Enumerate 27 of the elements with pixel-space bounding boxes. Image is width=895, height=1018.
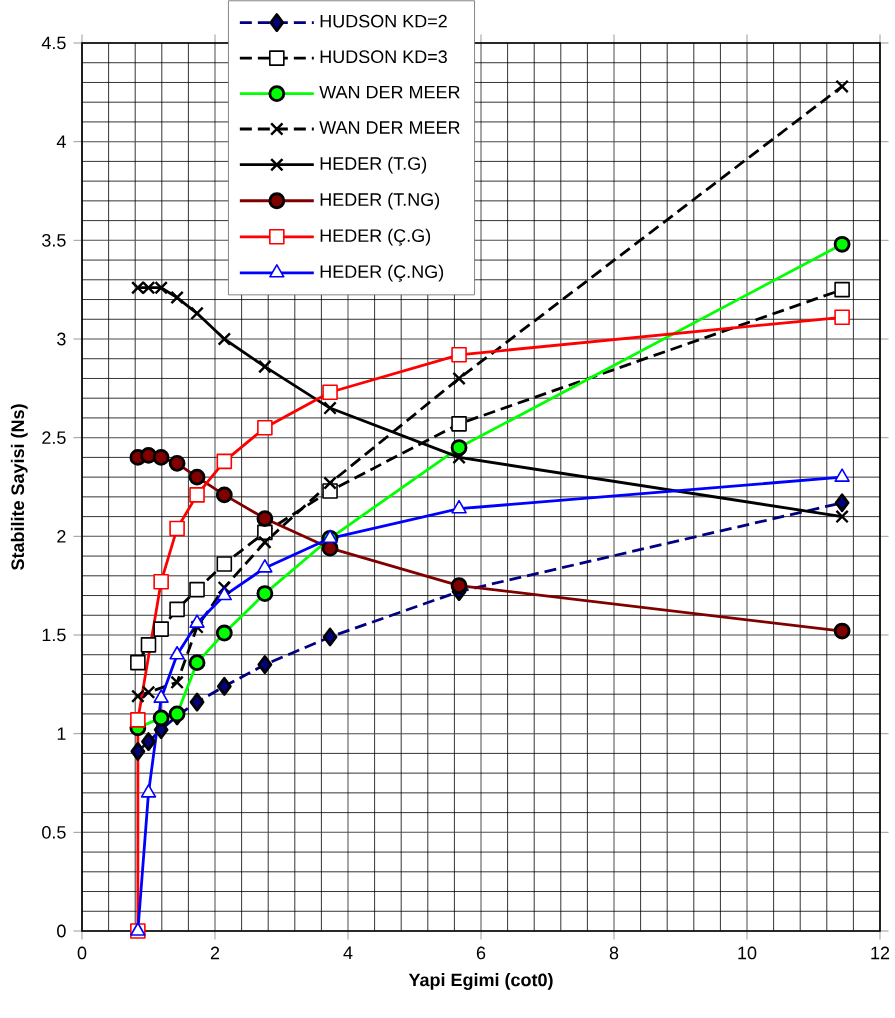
legend-label: HEDER (T.G): [320, 156, 427, 174]
legend-label: HUDSON KD=3: [320, 50, 447, 64]
x-tick-label: 8: [609, 946, 619, 960]
y-tick-label: 1.5: [42, 628, 66, 642]
y-axis-title: Stabilite Sayisi (Ns): [10, 404, 28, 570]
y-tick-label: 1: [57, 727, 66, 740]
legend-label: WAN DER MEER: [319, 85, 460, 99]
legend-label: WAN DER MEER: [319, 121, 460, 134]
legend-label: HUDSON KD=2: [320, 14, 447, 28]
x-tick-label: 10: [738, 946, 757, 960]
y-tick-label: 0.5: [42, 825, 66, 839]
x-tick-label: 2: [210, 946, 220, 960]
x-tick-label: 12: [871, 946, 890, 960]
y-tick-label: 4: [56, 135, 66, 148]
y-tick-label: 2: [57, 530, 66, 543]
x-axis-title: Yapi Egimi (cot0): [408, 973, 553, 990]
x-tick-label: 0: [77, 946, 87, 960]
legend-label: HEDER (Ç.G): [320, 228, 431, 246]
y-tick-label: 3.5: [42, 233, 66, 247]
legend-label: HEDER (Ç.NG): [320, 264, 444, 282]
y-tick-label: 0: [57, 924, 66, 938]
x-tick-label: 6: [476, 946, 486, 960]
y-tick-label: 4.5: [41, 36, 66, 50]
legend-label: HEDER (T.NG): [320, 192, 440, 210]
x-tick-label: 4: [343, 946, 353, 959]
y-tick-label: 2.5: [42, 431, 66, 445]
y-tick-label: 3: [57, 332, 66, 346]
